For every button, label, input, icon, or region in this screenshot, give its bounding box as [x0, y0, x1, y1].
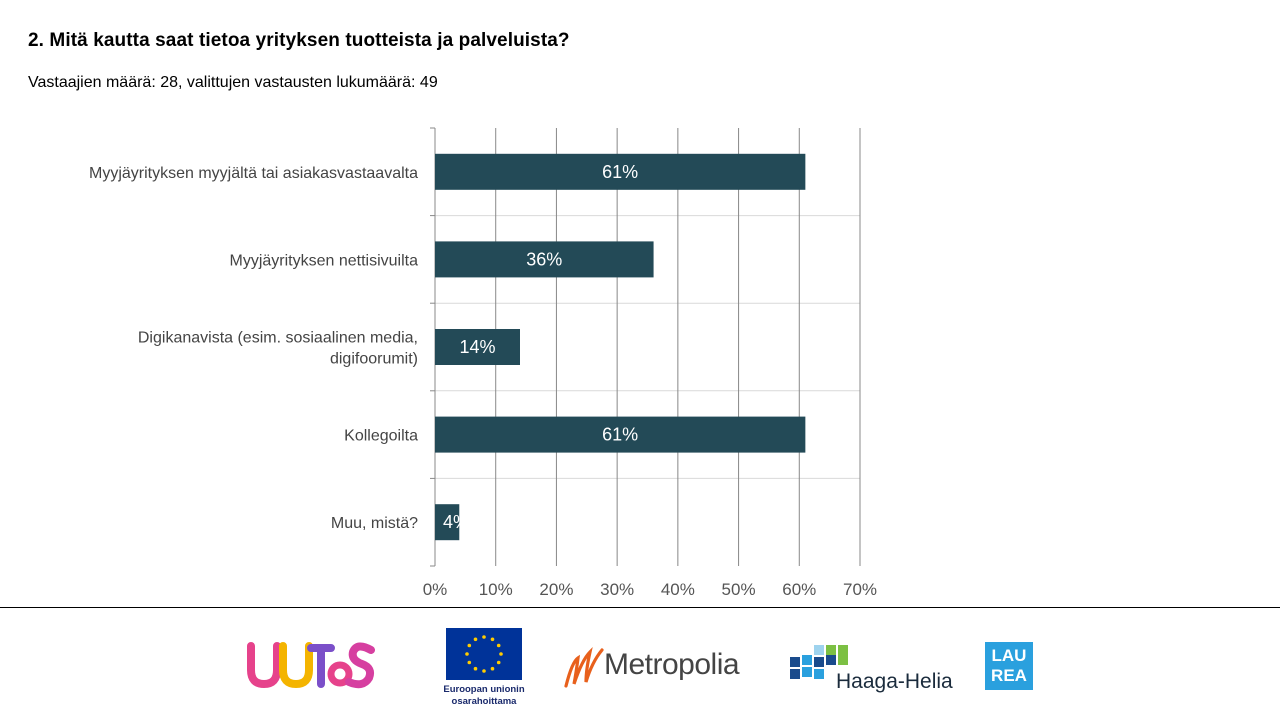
page-title: 2. Mitä kautta saat tietoa yrityksen tuo…	[28, 30, 570, 51]
metropolia-mark-icon	[564, 646, 604, 688]
data-label: 4%	[443, 512, 469, 532]
bar	[435, 504, 460, 541]
eu-star-icon	[482, 635, 486, 639]
data-label: 14%	[459, 337, 495, 357]
eu-star-icon	[473, 666, 478, 671]
eu-star-icon	[467, 660, 472, 665]
footer-divider	[0, 607, 1280, 608]
laurea-logo: LAU REA	[985, 642, 1033, 690]
eu-star-icon	[467, 643, 472, 648]
eu-flag-logo	[446, 628, 522, 680]
bar	[435, 329, 520, 365]
metropolia-logo-text: Metropolia	[604, 648, 740, 681]
bar	[435, 416, 806, 453]
eu-star-icon	[490, 637, 495, 642]
eu-star-icon	[496, 660, 501, 665]
bar	[435, 153, 806, 190]
category-label: Kollegoilta	[344, 428, 418, 445]
bar	[435, 241, 654, 278]
x-tick-label: 0%	[423, 580, 448, 599]
category-label: Muu, mistä?	[331, 515, 418, 532]
x-tick-label: 50%	[722, 580, 756, 599]
eu-star-icon	[499, 652, 503, 656]
bar-chart: 0% 10% 20% 30% 40% 50% 60% 70% 61% Myyjäyrityksen…	[89, 127, 877, 599]
respondent-count: Vastaajien määrä: 28, valittujen vastaus…	[28, 74, 438, 91]
x-tick-label: 20%	[539, 580, 573, 599]
x-tick-label: 60%	[782, 580, 816, 599]
haaga-helia-mark-icon	[790, 645, 848, 679]
eu-star-icon	[482, 669, 486, 673]
x-tick-label: 70%	[843, 580, 877, 599]
uutos-logo	[247, 642, 375, 689]
data-label: 36%	[526, 249, 562, 269]
x-tick-label: 30%	[600, 580, 634, 599]
x-tick-label: 10%	[479, 580, 513, 599]
category-label: Digikanavista (esim. sosiaalinen media,	[138, 330, 418, 347]
x-tick-label: 40%	[661, 580, 695, 599]
category-label: Myyjäyrityksen myyjältä tai asiakasvasta…	[89, 165, 418, 182]
eu-star-icon	[496, 643, 501, 648]
eu-star-icon	[465, 652, 469, 656]
category-label: Myyjäyrityksen nettisivuilta	[230, 252, 419, 269]
data-label: 61%	[602, 162, 638, 182]
eu-caption: Euroopan unionin osarahoittama	[443, 684, 525, 707]
category-label: digifoorumit)	[330, 351, 418, 368]
eu-star-icon	[473, 637, 478, 642]
eu-star-icon	[490, 666, 495, 671]
haaga-helia-logo-text: Haaga-Helia	[836, 670, 953, 693]
data-label: 61%	[602, 425, 638, 445]
